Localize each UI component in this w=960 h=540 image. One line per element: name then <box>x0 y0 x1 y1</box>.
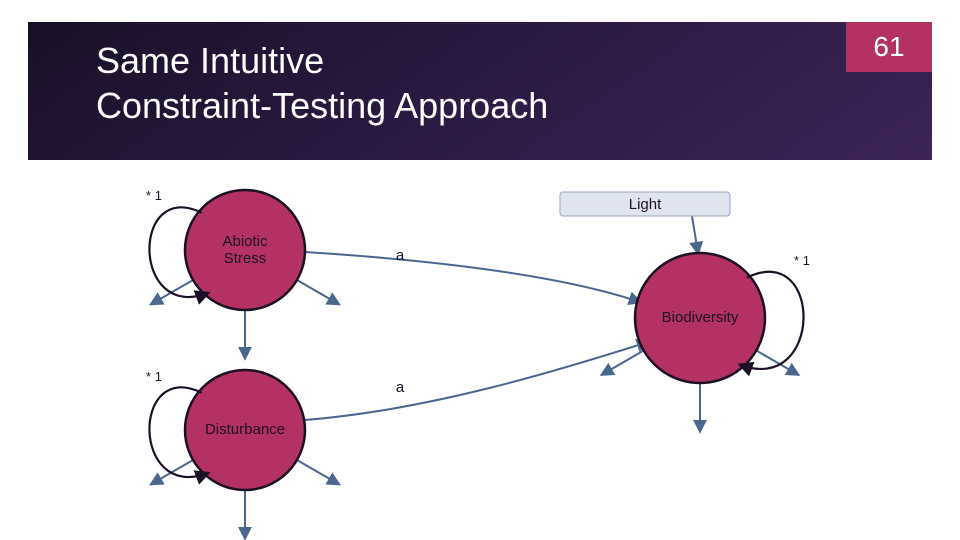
self-loop-label-disturbance: * 1 <box>146 369 162 384</box>
edge-light-to-biodiversity <box>692 216 698 253</box>
leg-arrow-biodiversity <box>753 349 798 375</box>
slide-title: Same Intuitive Constraint-Testing Approa… <box>96 38 548 128</box>
node-label-biodiversity: Biodiversity <box>662 309 739 326</box>
edge-label-1: a <box>396 379 405 396</box>
leg-arrow-disturbance <box>293 458 338 484</box>
node-label-disturbance: Disturbance <box>205 421 285 438</box>
self-loop-label-biodiversity: * 1 <box>794 253 810 268</box>
header-band: 61 Same Intuitive Constraint-Testing App… <box>28 22 932 160</box>
diagram-canvas: Light AbioticStress Disturbance Biodiversit… <box>0 160 960 540</box>
leg-arrow-abiotic <box>293 278 338 304</box>
page-number-badge: 61 <box>846 22 932 72</box>
node-label-abiotic: AbioticStress <box>222 233 268 267</box>
edge-abiotic-to-biodiversity <box>305 252 640 302</box>
leg-arrow-biodiversity <box>602 349 647 375</box>
edge-disturbance-to-biodiversity <box>305 342 648 420</box>
self-loop-label-abiotic: * 1 <box>146 188 162 203</box>
edge-label-0: a <box>396 247 405 264</box>
node-label-light: Light <box>629 196 662 213</box>
